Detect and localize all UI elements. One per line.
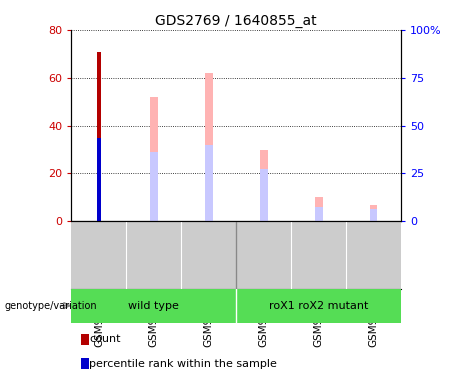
Bar [97,138,101,221]
Bar [370,204,378,221]
Bar [315,207,323,221]
Bar [370,209,378,221]
Bar [150,97,158,221]
Bar [205,73,213,221]
Text: percentile rank within the sample: percentile rank within the sample [89,359,277,369]
Text: genotype/variation: genotype/variation [5,301,97,310]
Bar [315,197,323,221]
Bar [260,169,267,221]
Title: GDS2769 / 1640855_at: GDS2769 / 1640855_at [155,13,317,28]
Text: count: count [89,334,121,344]
Text: roX1 roX2 mutant: roX1 roX2 mutant [269,301,368,310]
Bar [205,145,213,221]
Text: wild type: wild type [129,301,179,310]
Bar [150,152,158,221]
Bar [260,150,267,221]
Bar [97,51,101,221]
